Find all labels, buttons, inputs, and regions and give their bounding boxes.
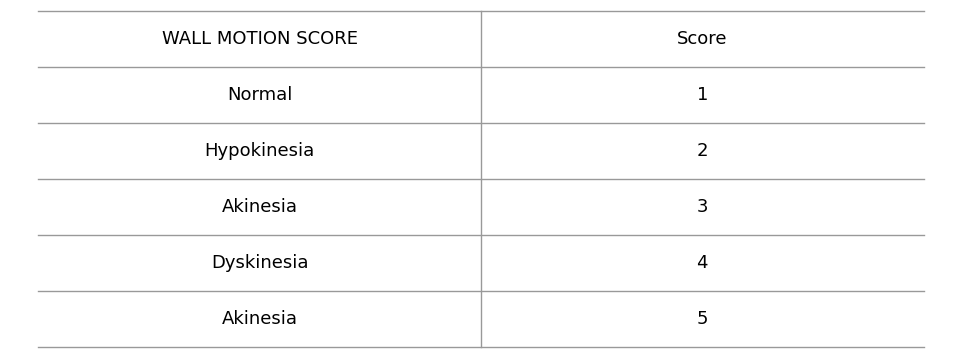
Text: 1: 1: [696, 86, 707, 104]
Text: 4: 4: [696, 254, 707, 272]
Text: 3: 3: [696, 198, 707, 216]
Text: Normal: Normal: [227, 86, 292, 104]
Text: Score: Score: [677, 30, 727, 48]
Text: Hypokinesia: Hypokinesia: [205, 142, 314, 160]
Text: Akinesia: Akinesia: [221, 198, 298, 216]
Text: 5: 5: [696, 310, 707, 328]
Text: Akinesia: Akinesia: [221, 310, 298, 328]
Text: WALL MOTION SCORE: WALL MOTION SCORE: [161, 30, 357, 48]
Text: Dyskinesia: Dyskinesia: [210, 254, 308, 272]
Text: 2: 2: [696, 142, 707, 160]
